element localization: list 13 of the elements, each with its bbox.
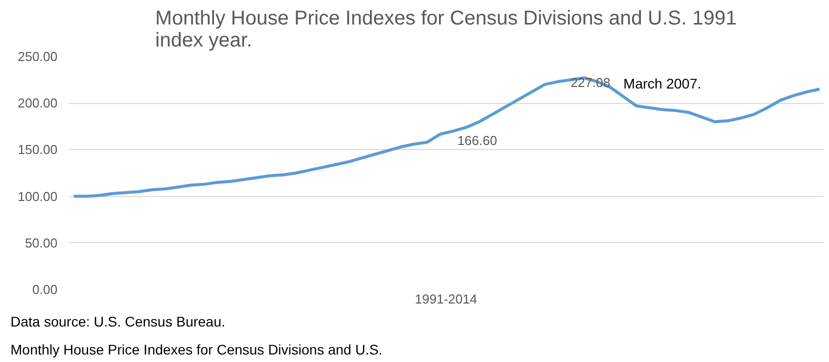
annotation: March 2007.: [623, 75, 702, 92]
source-note: Data source: U.S. Census Bureau.: [10, 314, 226, 330]
y-tick-label: 0.00: [32, 282, 58, 297]
y-tick-label: 150.00: [18, 142, 58, 158]
y-tick-label: 250.00: [18, 49, 58, 64]
line-series: [72, 76, 822, 198]
y-tick-label: 100.00: [18, 188, 58, 204]
y-tick-label: 50.00: [24, 235, 58, 250]
text: Monthly House Price Indexes for Census Divisions and U.S.: [10, 342, 382, 358]
annotation: 166.60: [457, 133, 498, 148]
chart-title: Monthly House Price Indexes for Census Divisions and U.S. 1991 index year.: [155, 8, 737, 52]
x-axis-title: 1991-2014: [414, 292, 478, 306]
y-tick-label: 200.00: [18, 96, 58, 111]
